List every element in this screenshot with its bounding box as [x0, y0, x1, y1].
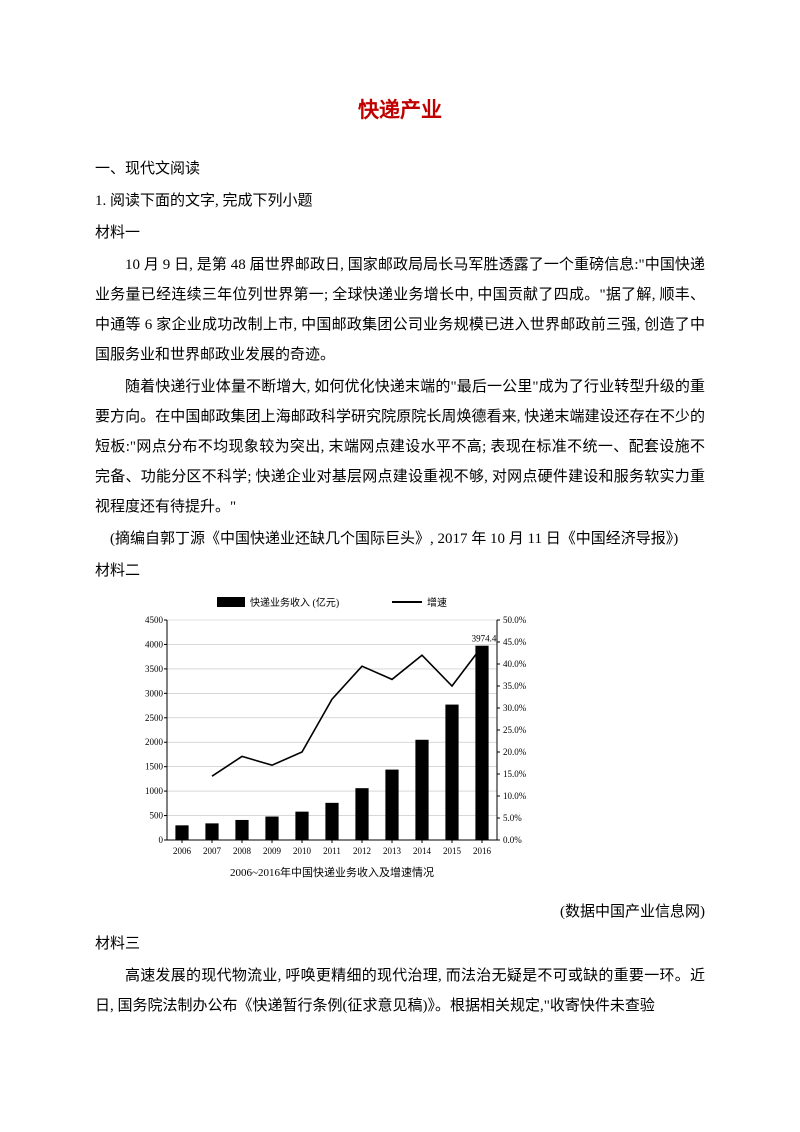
- svg-text:增速: 增速: [427, 596, 447, 609]
- svg-text:2008: 2008: [233, 846, 252, 856]
- material-2-heading: 材料二: [95, 556, 705, 586]
- svg-text:4000: 4000: [145, 639, 164, 649]
- svg-text:500: 500: [150, 811, 164, 821]
- chart-svg: 0 500 1000 1500 2000 2500 3000 3500 4000 4500 0.0%…: [125, 592, 545, 882]
- svg-text:2015: 2015: [443, 846, 462, 856]
- svg-text:5.0%: 5.0%: [503, 813, 522, 823]
- svg-text:1500: 1500: [145, 762, 164, 772]
- svg-text:20.0%: 20.0%: [503, 747, 527, 757]
- svg-text:2000: 2000: [145, 737, 164, 747]
- svg-text:2007: 2007: [203, 846, 222, 856]
- chart-data-source: (数据中国产业信息网): [95, 897, 705, 927]
- svg-text:30.0%: 30.0%: [503, 703, 527, 713]
- svg-text:2006~2016年中国快递业务收入及增速情况: 2006~2016年中国快递业务收入及增速情况: [230, 865, 434, 879]
- question-item-1: 1. 阅读下面的文字, 完成下列小题: [95, 186, 705, 216]
- svg-text:2013: 2013: [383, 846, 402, 856]
- svg-text:10.0%: 10.0%: [503, 791, 527, 801]
- material-1-citation: (摘编自郭丁源《中国快递业还缺几个国际巨头》, 2017 年 10 月 11 日…: [95, 524, 705, 554]
- svg-text:4500: 4500: [145, 615, 164, 625]
- svg-text:0: 0: [159, 835, 164, 845]
- doc-title: 快递产业: [95, 90, 705, 132]
- section-heading-1: 一、现代文阅读: [95, 154, 705, 184]
- svg-text:2006: 2006: [173, 846, 192, 856]
- svg-text:15.0%: 15.0%: [503, 769, 527, 779]
- svg-text:25.0%: 25.0%: [503, 725, 527, 735]
- svg-text:2009: 2009: [263, 846, 282, 856]
- svg-text:0.0%: 0.0%: [503, 835, 522, 845]
- svg-text:1000: 1000: [145, 786, 164, 796]
- material-3-paragraph-1: 高速发展的现代物流业, 呼唤更精细的现代治理, 而法治无疑是不可或缺的重要一环。…: [95, 961, 705, 1021]
- revenue-growth-chart: 0 500 1000 1500 2000 2500 3000 3500 4000 4500 0.0%…: [95, 592, 705, 893]
- material-1-paragraph-1: 10 月 9 日, 是第 48 届世界邮政日, 国家邮政局局长马军胜透露了一个重…: [95, 250, 705, 370]
- svg-text:40.0%: 40.0%: [503, 659, 527, 669]
- svg-text:2014: 2014: [413, 846, 432, 856]
- svg-text:快递业务收入 (亿元): 快递业务收入 (亿元): [250, 596, 339, 609]
- svg-text:2500: 2500: [145, 713, 164, 723]
- svg-text:2011: 2011: [323, 846, 341, 856]
- material-1-paragraph-2: 随着快递行业体量不断增大, 如何优化快递末端的"最后一公里"成为了行业转型升级的…: [95, 372, 705, 522]
- svg-text:35.0%: 35.0%: [503, 681, 527, 691]
- svg-text:2010: 2010: [293, 846, 312, 856]
- svg-text:3000: 3000: [145, 688, 164, 698]
- material-3-heading: 材料三: [95, 929, 705, 959]
- svg-text:2012: 2012: [353, 846, 371, 856]
- svg-text:45.0%: 45.0%: [503, 637, 527, 647]
- svg-text:50.0%: 50.0%: [503, 615, 527, 625]
- svg-text:3500: 3500: [145, 664, 164, 674]
- material-1-heading: 材料一: [95, 218, 705, 248]
- svg-text:2016: 2016: [473, 846, 492, 856]
- svg-text:3974.4: 3974.4: [472, 634, 497, 644]
